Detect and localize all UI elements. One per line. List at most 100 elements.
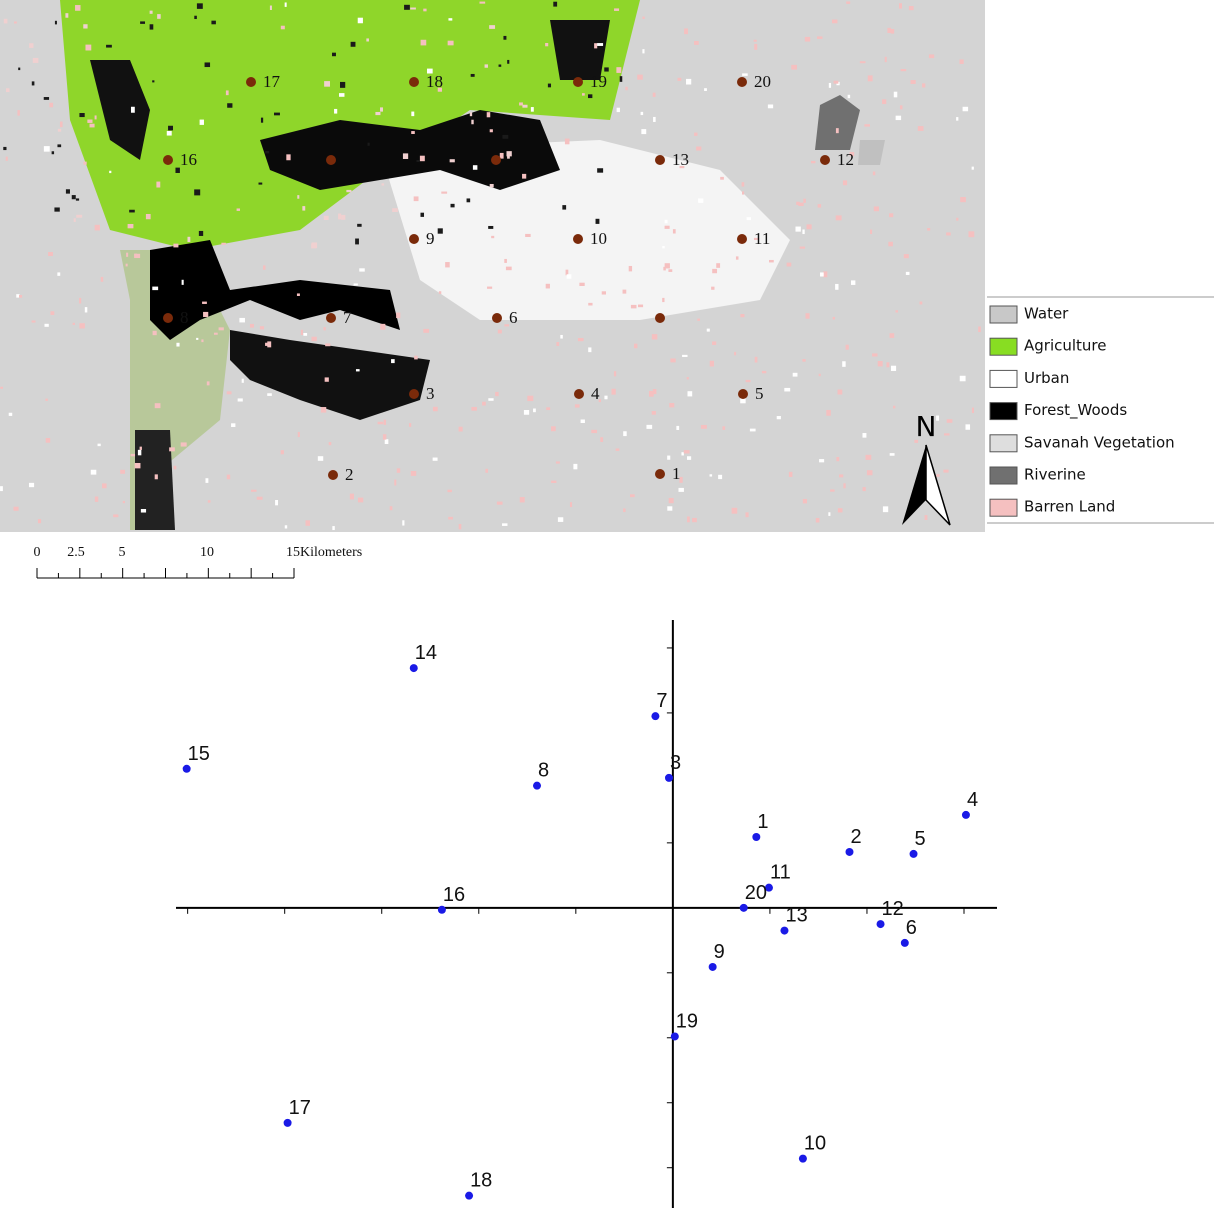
texture-speck xyxy=(205,478,209,483)
texture-speck xyxy=(944,433,950,436)
texture-speck xyxy=(735,256,739,260)
point-label: 9 xyxy=(714,941,725,963)
texture-speck xyxy=(749,428,756,432)
texture-speck xyxy=(523,410,530,415)
site-label: 4 xyxy=(591,384,600,403)
texture-speck xyxy=(832,316,836,320)
texture-speck xyxy=(677,77,682,81)
texture-speck xyxy=(556,342,560,346)
texture-speck xyxy=(485,468,489,473)
texture-speck xyxy=(668,269,673,272)
texture-speck xyxy=(29,43,34,48)
forest-area xyxy=(550,20,610,80)
point xyxy=(961,810,970,819)
point-label: 12 xyxy=(882,898,904,920)
texture-speck xyxy=(85,44,92,51)
texture-speck xyxy=(850,280,856,285)
site-point xyxy=(737,234,747,244)
point-label: 13 xyxy=(785,905,807,927)
texture-speck xyxy=(664,219,668,224)
texture-speck xyxy=(946,419,953,423)
texture-speck xyxy=(226,391,232,395)
texture-speck xyxy=(502,523,508,526)
texture-speck xyxy=(581,93,585,96)
texture-speck xyxy=(835,283,839,290)
forest-area xyxy=(230,330,430,420)
texture-speck xyxy=(484,64,488,68)
texture-speck xyxy=(745,379,751,383)
texture-speck xyxy=(231,423,236,427)
texture-speck xyxy=(420,212,425,217)
texture-speck xyxy=(504,324,510,327)
texture-speck xyxy=(54,20,57,25)
texture-speck xyxy=(239,317,245,323)
texture-speck xyxy=(203,311,209,317)
texture-speck xyxy=(267,393,272,396)
texture-speck xyxy=(506,151,512,157)
texture-speck xyxy=(140,21,146,24)
texture-speck xyxy=(611,388,616,395)
point xyxy=(708,962,717,971)
point xyxy=(752,833,761,842)
texture-speck xyxy=(862,487,866,492)
texture-speck xyxy=(297,431,300,438)
site-label: 8 xyxy=(180,308,189,327)
texture-speck xyxy=(75,198,80,201)
texture-speck xyxy=(679,476,683,483)
texture-speck xyxy=(804,36,811,42)
texture-speck xyxy=(225,90,229,96)
texture-speck xyxy=(565,269,569,276)
texture-speck xyxy=(31,320,36,323)
texture-speck xyxy=(623,508,626,513)
texture-speck xyxy=(669,402,675,408)
texture-speck xyxy=(125,263,128,267)
texture-speck xyxy=(297,195,300,199)
texture-speck xyxy=(633,343,638,349)
texture-speck xyxy=(65,189,70,194)
site-point xyxy=(409,389,419,399)
texture-speck xyxy=(137,449,142,456)
texture-speck xyxy=(357,17,363,24)
texture-speck xyxy=(694,132,698,136)
texture-speck xyxy=(696,146,702,151)
site-label: 9 xyxy=(426,229,435,248)
texture-speck xyxy=(249,323,255,328)
texture-speck xyxy=(470,73,475,77)
texture-speck xyxy=(130,106,135,113)
texture-speck xyxy=(263,265,266,270)
texture-speck xyxy=(447,489,452,493)
texture-speck xyxy=(51,151,55,155)
texture-speck xyxy=(328,442,332,446)
texture-speck xyxy=(630,304,637,309)
texture-speck xyxy=(731,507,738,514)
texture-speck xyxy=(877,360,883,367)
texture-speck xyxy=(642,16,645,19)
texture-speck xyxy=(202,301,207,304)
texture-speck xyxy=(325,343,331,347)
texture-speck xyxy=(303,332,308,336)
texture-speck xyxy=(889,453,895,456)
texture-speck xyxy=(448,516,453,520)
texture-speck xyxy=(616,67,622,73)
texture-speck xyxy=(499,152,504,159)
texture-speck xyxy=(662,245,665,249)
texture-speck xyxy=(597,43,604,46)
texture-speck xyxy=(389,506,393,511)
scale-bar: 0 2.5 5 10 15 Kilometers xyxy=(34,545,362,579)
texture-speck xyxy=(978,326,981,333)
texture-speck xyxy=(57,144,62,148)
texture-speck xyxy=(819,459,825,463)
site-point xyxy=(491,155,501,165)
texture-speck xyxy=(152,330,157,336)
texture-speck xyxy=(842,180,848,186)
texture-speck xyxy=(598,399,602,403)
texture-speck xyxy=(236,208,240,211)
site-label: 13 xyxy=(672,150,689,169)
texture-speck xyxy=(604,67,609,72)
texture-speck xyxy=(489,129,493,133)
texture-speck xyxy=(711,286,715,290)
texture-speck xyxy=(562,205,567,210)
texture-speck xyxy=(57,128,62,132)
point-label: 4 xyxy=(967,789,978,811)
